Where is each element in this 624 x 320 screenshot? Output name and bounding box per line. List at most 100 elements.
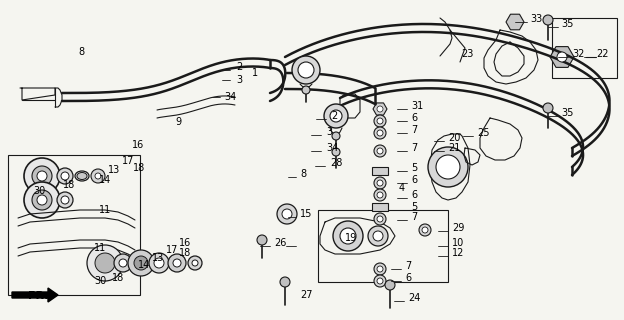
Circle shape bbox=[340, 228, 356, 244]
Text: 11: 11 bbox=[99, 205, 111, 215]
Text: 32: 32 bbox=[572, 49, 584, 59]
Text: 30: 30 bbox=[94, 276, 106, 286]
Text: 2: 2 bbox=[331, 111, 337, 121]
Circle shape bbox=[428, 147, 468, 187]
Circle shape bbox=[87, 245, 123, 281]
Circle shape bbox=[324, 104, 348, 128]
Circle shape bbox=[302, 86, 310, 94]
Text: 12: 12 bbox=[452, 248, 464, 258]
Circle shape bbox=[377, 216, 383, 222]
Circle shape bbox=[543, 15, 553, 25]
Text: 18: 18 bbox=[133, 163, 145, 173]
Circle shape bbox=[368, 226, 388, 246]
Circle shape bbox=[257, 235, 267, 245]
Text: 35: 35 bbox=[561, 19, 573, 29]
Circle shape bbox=[32, 166, 52, 186]
Circle shape bbox=[95, 173, 101, 179]
Circle shape bbox=[377, 130, 383, 136]
Text: 18: 18 bbox=[63, 180, 76, 190]
Circle shape bbox=[95, 253, 115, 273]
Circle shape bbox=[188, 256, 202, 270]
Circle shape bbox=[436, 155, 460, 179]
Polygon shape bbox=[12, 288, 58, 302]
Polygon shape bbox=[550, 47, 574, 68]
Circle shape bbox=[192, 260, 198, 266]
Text: 30: 30 bbox=[33, 186, 46, 196]
Text: 1: 1 bbox=[252, 68, 258, 78]
Circle shape bbox=[298, 62, 314, 78]
Circle shape bbox=[332, 132, 340, 140]
Text: 3: 3 bbox=[236, 75, 242, 85]
Circle shape bbox=[32, 190, 52, 210]
Circle shape bbox=[419, 224, 431, 236]
Text: 6: 6 bbox=[411, 113, 417, 123]
Circle shape bbox=[134, 256, 148, 270]
Circle shape bbox=[61, 172, 69, 180]
Circle shape bbox=[374, 115, 386, 127]
Text: 13: 13 bbox=[108, 165, 120, 175]
Text: 8: 8 bbox=[78, 47, 84, 57]
Text: 26: 26 bbox=[274, 238, 286, 248]
Text: 18: 18 bbox=[179, 248, 191, 258]
Circle shape bbox=[377, 278, 383, 284]
Circle shape bbox=[374, 127, 386, 139]
Text: 25: 25 bbox=[477, 128, 489, 138]
Circle shape bbox=[374, 177, 386, 189]
Circle shape bbox=[330, 110, 342, 122]
Text: 17: 17 bbox=[166, 245, 178, 255]
Circle shape bbox=[377, 148, 383, 154]
Circle shape bbox=[543, 103, 553, 113]
Text: 10: 10 bbox=[452, 238, 464, 248]
Ellipse shape bbox=[77, 172, 87, 180]
Text: 28: 28 bbox=[330, 158, 343, 168]
Polygon shape bbox=[506, 14, 524, 30]
Circle shape bbox=[24, 158, 60, 194]
Text: 6: 6 bbox=[411, 190, 417, 200]
Text: 16: 16 bbox=[179, 238, 191, 248]
Circle shape bbox=[37, 171, 47, 181]
Circle shape bbox=[377, 106, 383, 112]
Text: 4: 4 bbox=[399, 183, 405, 193]
Bar bbox=[372, 203, 388, 211]
Circle shape bbox=[57, 168, 73, 184]
Text: 33: 33 bbox=[530, 14, 542, 24]
Ellipse shape bbox=[75, 171, 89, 181]
Text: 8: 8 bbox=[300, 169, 306, 179]
Text: 29: 29 bbox=[452, 223, 464, 233]
Circle shape bbox=[277, 204, 297, 224]
Text: 23: 23 bbox=[461, 49, 474, 59]
Text: 7: 7 bbox=[411, 212, 417, 222]
Text: 22: 22 bbox=[596, 49, 608, 59]
Text: 7: 7 bbox=[411, 143, 417, 153]
Text: 7: 7 bbox=[405, 261, 411, 271]
Text: 18: 18 bbox=[112, 273, 124, 283]
Text: 27: 27 bbox=[300, 290, 313, 300]
Text: 35: 35 bbox=[561, 108, 573, 118]
Bar bbox=[372, 167, 388, 175]
Text: 34: 34 bbox=[224, 92, 236, 102]
Text: 6: 6 bbox=[411, 175, 417, 185]
Circle shape bbox=[373, 231, 383, 241]
Circle shape bbox=[282, 209, 292, 219]
Text: 6: 6 bbox=[405, 273, 411, 283]
Circle shape bbox=[37, 195, 47, 205]
Text: 3: 3 bbox=[326, 127, 332, 137]
Text: 14: 14 bbox=[138, 260, 150, 270]
Circle shape bbox=[374, 275, 386, 287]
Text: 20: 20 bbox=[448, 133, 461, 143]
Polygon shape bbox=[373, 103, 387, 115]
Circle shape bbox=[377, 180, 383, 186]
Circle shape bbox=[154, 258, 164, 268]
Circle shape bbox=[374, 189, 386, 201]
Circle shape bbox=[557, 52, 567, 62]
Text: 16: 16 bbox=[132, 140, 144, 150]
Circle shape bbox=[292, 56, 320, 84]
Text: 24: 24 bbox=[408, 293, 421, 303]
Circle shape bbox=[114, 254, 132, 272]
Circle shape bbox=[168, 254, 186, 272]
Circle shape bbox=[374, 213, 386, 225]
Text: 2: 2 bbox=[236, 62, 242, 72]
Text: 31: 31 bbox=[411, 101, 423, 111]
Circle shape bbox=[24, 182, 60, 218]
Circle shape bbox=[374, 145, 386, 157]
